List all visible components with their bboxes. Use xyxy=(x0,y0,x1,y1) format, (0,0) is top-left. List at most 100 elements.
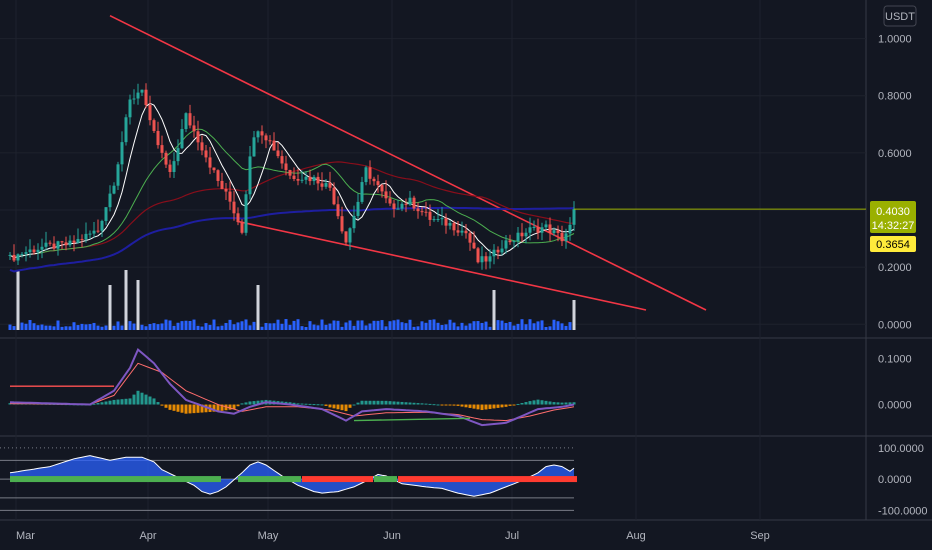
candle-body[interactable] xyxy=(376,181,380,186)
candle-body[interactable] xyxy=(472,242,476,249)
candle-body[interactable] xyxy=(264,135,268,141)
candle-body[interactable] xyxy=(568,224,572,234)
candle-body[interactable] xyxy=(464,230,468,234)
candle-body[interactable] xyxy=(340,216,344,232)
candle-body[interactable] xyxy=(380,185,384,192)
candle-body[interactable] xyxy=(252,137,256,157)
candle-body[interactable] xyxy=(316,176,320,184)
candle-body[interactable] xyxy=(244,194,248,233)
candle-body[interactable] xyxy=(32,249,36,253)
candle-body[interactable] xyxy=(488,256,492,262)
candle-body[interactable] xyxy=(200,142,204,151)
candle-body[interactable] xyxy=(288,169,292,176)
candle-body[interactable] xyxy=(324,182,328,187)
candle-body[interactable] xyxy=(496,249,500,253)
candle-body[interactable] xyxy=(304,176,308,180)
candle-body[interactable] xyxy=(412,197,416,209)
candle-body[interactable] xyxy=(564,233,568,242)
candle-body[interactable] xyxy=(64,242,68,246)
candle-body[interactable] xyxy=(560,232,564,242)
candle-body[interactable] xyxy=(320,183,324,187)
candle-body[interactable] xyxy=(528,227,532,233)
candle-body[interactable] xyxy=(544,224,548,228)
candle-body[interactable] xyxy=(540,227,544,233)
candle-body[interactable] xyxy=(260,131,264,136)
candle-body[interactable] xyxy=(284,163,288,170)
candle-body[interactable] xyxy=(28,249,32,253)
candle-body[interactable] xyxy=(368,167,372,179)
candle-body[interactable] xyxy=(196,131,200,143)
candle-body[interactable] xyxy=(248,156,252,195)
candle-body[interactable] xyxy=(424,211,428,213)
candle-body[interactable] xyxy=(384,191,388,199)
candle-body[interactable] xyxy=(280,156,284,164)
candle-body[interactable] xyxy=(356,201,360,216)
candle-body[interactable] xyxy=(152,120,156,131)
candle-body[interactable] xyxy=(276,150,280,157)
candle-body[interactable] xyxy=(236,213,240,223)
candle-body[interactable] xyxy=(164,152,168,165)
candle-body[interactable] xyxy=(224,188,228,192)
wedge-lower-line[interactable] xyxy=(237,220,647,311)
candle-body[interactable] xyxy=(364,167,368,183)
candle-body[interactable] xyxy=(208,157,212,168)
candle-body[interactable] xyxy=(128,99,132,118)
candle-body[interactable] xyxy=(192,125,196,132)
candle-body[interactable] xyxy=(404,203,408,205)
macd-pane[interactable] xyxy=(8,347,576,427)
candle-body[interactable] xyxy=(348,228,352,243)
candle-body[interactable] xyxy=(72,240,76,243)
candle-body[interactable] xyxy=(24,252,28,254)
candle-body[interactable] xyxy=(188,113,192,126)
candle-body[interactable] xyxy=(452,223,456,231)
candle-body[interactable] xyxy=(180,129,184,149)
divergence-line[interactable] xyxy=(353,417,471,422)
candle-body[interactable] xyxy=(360,182,364,202)
candle-body[interactable] xyxy=(100,220,104,231)
candle-body[interactable] xyxy=(76,238,80,243)
candle-body[interactable] xyxy=(548,224,552,234)
candle-body[interactable] xyxy=(520,232,524,237)
candle-body[interactable] xyxy=(156,130,160,146)
candle-body[interactable] xyxy=(492,249,496,257)
candle-body[interactable] xyxy=(300,179,304,181)
candle-body[interactable] xyxy=(16,254,20,261)
candle-body[interactable] xyxy=(336,204,340,217)
candle-body[interactable] xyxy=(60,241,64,243)
candle-body[interactable] xyxy=(52,243,56,249)
candle-body[interactable] xyxy=(296,178,300,181)
candle-body[interactable] xyxy=(508,240,512,243)
candle-body[interactable] xyxy=(432,219,436,221)
candle-body[interactable] xyxy=(240,222,244,233)
candle-body[interactable] xyxy=(176,148,180,162)
candle-body[interactable] xyxy=(344,231,348,243)
candle-body[interactable] xyxy=(112,185,116,194)
candle-body[interactable] xyxy=(516,232,520,242)
candle-body[interactable] xyxy=(40,246,44,250)
candle-body[interactable] xyxy=(480,256,484,263)
candle-body[interactable] xyxy=(552,230,556,234)
candle-body[interactable] xyxy=(312,176,316,182)
candle-body[interactable] xyxy=(220,180,224,189)
candle-body[interactable] xyxy=(136,92,140,99)
candle-body[interactable] xyxy=(536,226,540,233)
candle-body[interactable] xyxy=(436,218,440,220)
candle-body[interactable] xyxy=(228,191,232,202)
candle-body[interactable] xyxy=(80,238,84,240)
candle-body[interactable] xyxy=(352,215,356,229)
candle-body[interactable] xyxy=(532,226,536,228)
candle-body[interactable] xyxy=(416,208,420,212)
candle-body[interactable] xyxy=(204,150,208,158)
candle-body[interactable] xyxy=(68,240,72,246)
candle-body[interactable] xyxy=(500,248,504,253)
falling-wedge-lines[interactable] xyxy=(109,14,707,311)
candle-body[interactable] xyxy=(140,89,144,93)
candle-body[interactable] xyxy=(56,241,60,249)
candle-body[interactable] xyxy=(460,230,464,233)
candle-body[interactable] xyxy=(448,223,452,226)
candle-body[interactable] xyxy=(116,164,120,186)
candle-body[interactable] xyxy=(8,254,12,256)
candle-body[interactable] xyxy=(400,203,404,209)
candle-body[interactable] xyxy=(92,230,96,234)
candle-body[interactable] xyxy=(444,218,448,226)
